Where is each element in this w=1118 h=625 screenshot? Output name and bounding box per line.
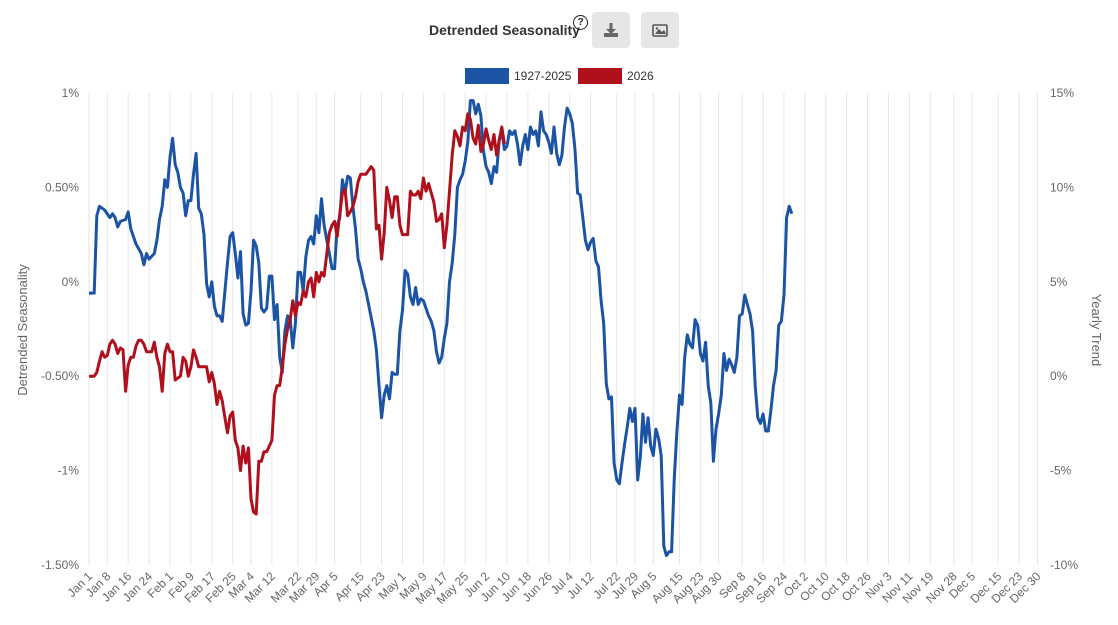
legend-label: 1927-2025	[514, 69, 572, 83]
y-axis-label: Detrended Seasonality	[15, 264, 30, 396]
y2-axis-label: Yearly Trend	[1089, 294, 1104, 367]
legend-item-series-2[interactable]: 2026	[578, 68, 654, 84]
y2-tick-label: -5%	[1050, 464, 1072, 478]
series-line-2[interactable]	[89, 112, 506, 516]
series-line-1[interactable]	[89, 99, 794, 558]
y2-tick-label: 10%	[1050, 180, 1074, 194]
grid-lines	[88, 93, 1038, 565]
chart-title: Detrended Seasonality	[429, 22, 580, 38]
y-tick-label: 0.50%	[45, 180, 79, 194]
y-axis-ticks: 1% 0.50% 0% -0.50% -1% -1.50%	[41, 86, 79, 572]
download-icon	[604, 23, 618, 37]
y2-tick-label: -10%	[1050, 558, 1078, 572]
y-tick-label: 0%	[62, 275, 80, 289]
chart-header: Detrended Seasonality ?	[0, 12, 1118, 52]
legend-swatch	[578, 68, 622, 84]
series-lines	[89, 99, 794, 558]
y2-axis-ticks: 15% 10% 5% 0% -5% -10%	[1050, 86, 1078, 572]
legend-item-series-1[interactable]: 1927-2025	[465, 68, 571, 84]
image-icon	[652, 24, 668, 37]
legend-swatch	[465, 68, 509, 84]
y2-tick-label: 5%	[1050, 275, 1068, 289]
y-tick-label: 1%	[62, 86, 80, 100]
chart-legend: 1927-2025 2026	[0, 68, 1118, 86]
download-button[interactable]	[592, 12, 630, 48]
y2-tick-label: 15%	[1050, 86, 1074, 100]
help-icon[interactable]: ?	[573, 15, 588, 30]
legend-label: 2026	[627, 69, 654, 83]
y2-tick-label: 0%	[1050, 369, 1068, 383]
export-image-button[interactable]	[641, 12, 679, 48]
y-tick-label: -0.50%	[41, 369, 79, 383]
y-tick-label: -1%	[58, 464, 80, 478]
y-tick-label: -1.50%	[41, 558, 79, 572]
